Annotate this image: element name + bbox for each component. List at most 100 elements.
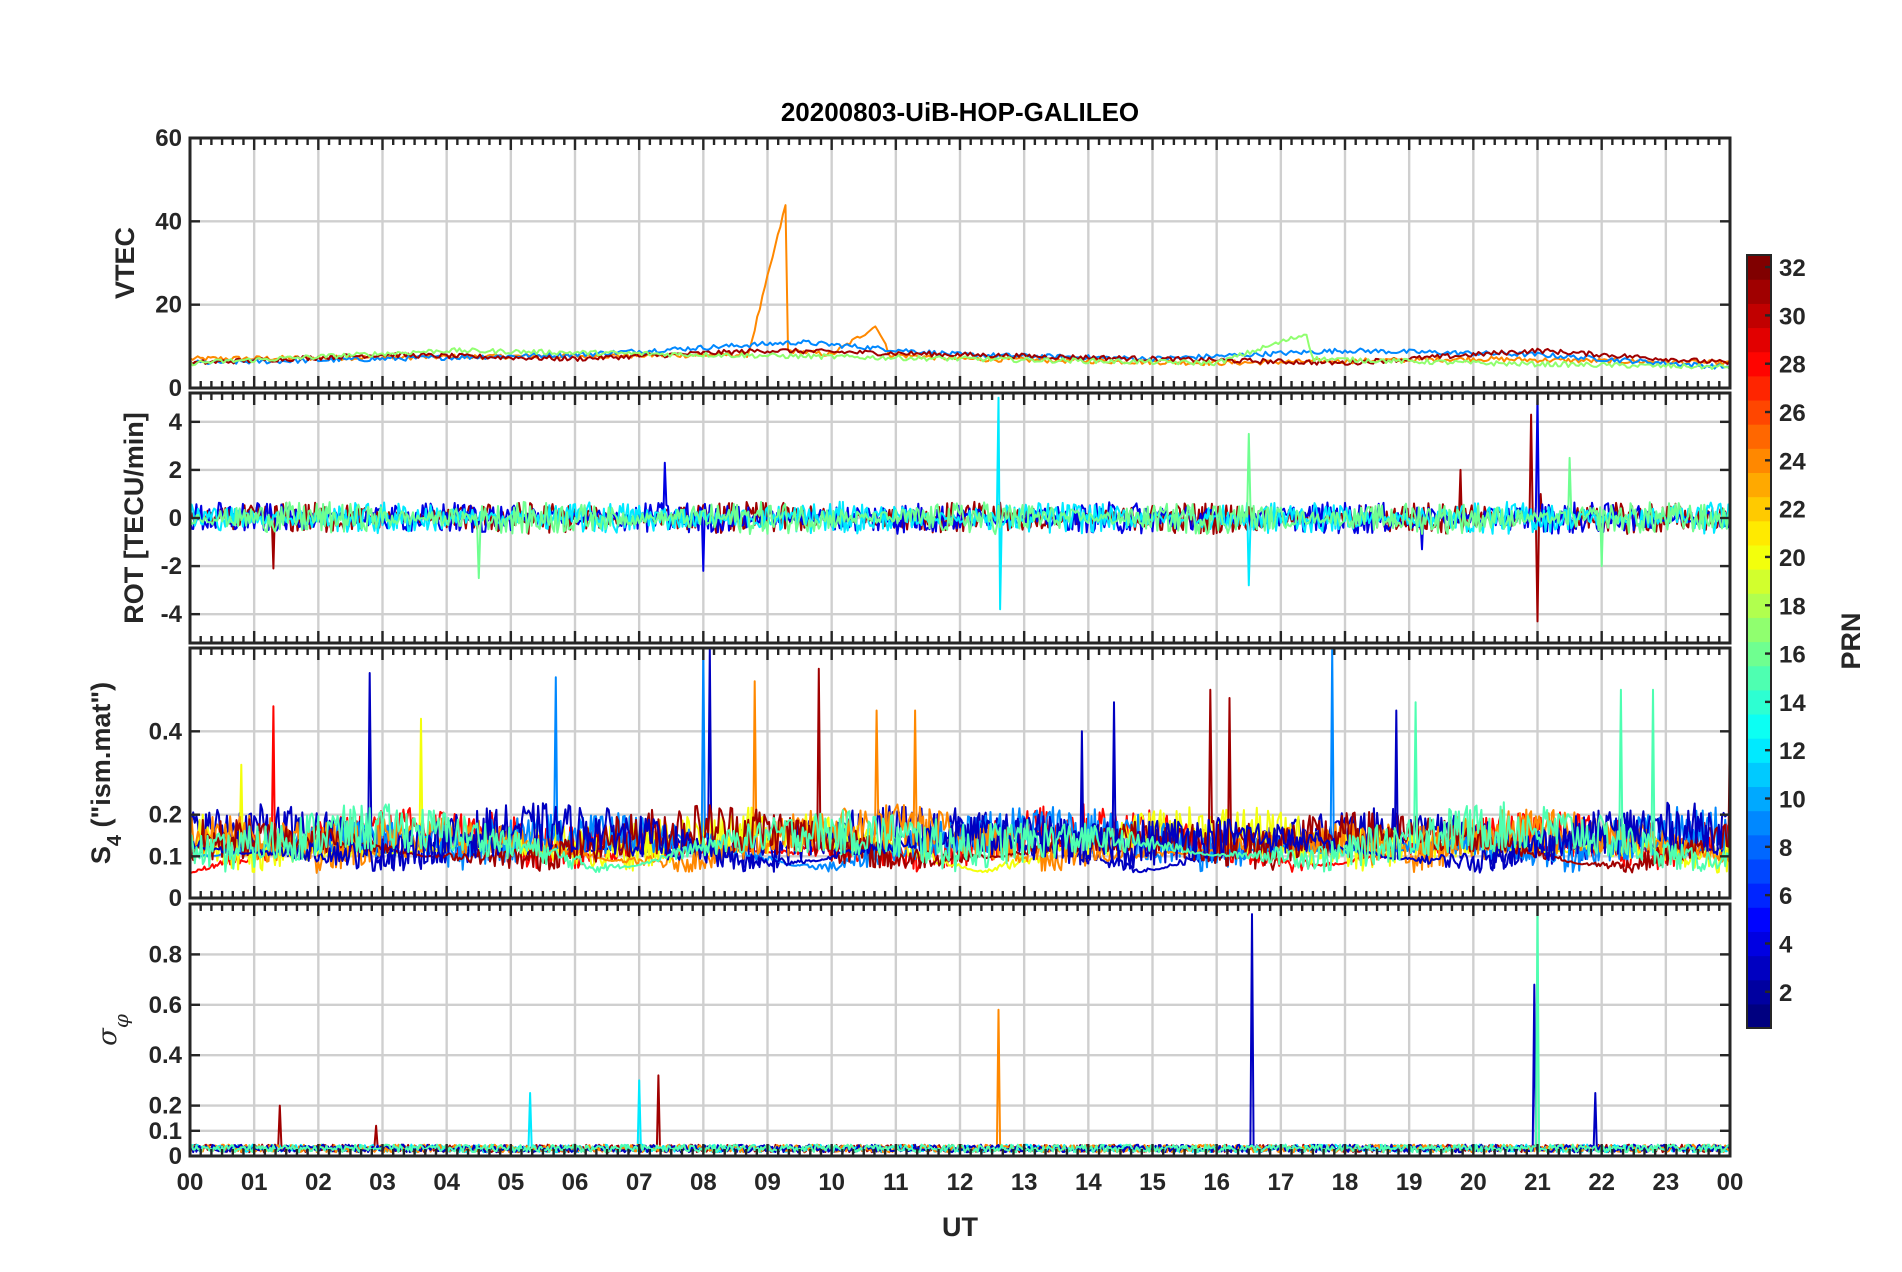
x-tick-label: 09 [754, 1169, 781, 1196]
vtec-traces [190, 204, 1730, 370]
rot-y-tick-label: 0 [169, 505, 182, 532]
figure-title: 20200803-UiB-HOP-GALILEO [781, 97, 1139, 127]
x-tick-label: 19 [1396, 1169, 1423, 1196]
colorbar-band [1747, 375, 1771, 401]
vtec-y-axis-label: VTEC [110, 227, 140, 299]
s4-trace-prn-31 [190, 667, 1730, 874]
s4-y-tick-label: 0 [169, 885, 182, 912]
colorbar-tick-label: 10 [1779, 787, 1806, 814]
sigma-phi-y-axis-label: σφ [93, 1014, 133, 1046]
colorbar-tick-label: 32 [1779, 255, 1806, 282]
colorbar-band [1747, 858, 1771, 884]
x-tick-label: 13 [1011, 1169, 1038, 1196]
colorbar-tick-label: 22 [1779, 497, 1806, 524]
s4-y-tick-label: 0.4 [149, 718, 183, 745]
colorbar-band [1747, 520, 1771, 546]
rot-y-tick-label: -2 [161, 553, 182, 580]
panel-sigma-phi: 00.10.2 0.4 0.6 0.8 σφ [93, 902, 1732, 1170]
s4-trace-prn-15 [190, 688, 1730, 873]
colorbar-band [1747, 472, 1771, 498]
sigma-phi-grid [190, 904, 1730, 1156]
colorbar-band [1747, 762, 1771, 788]
vtec-y-tick-label: 60 [155, 125, 182, 152]
colorbar-band [1747, 1003, 1771, 1029]
x-tick-label: 00 [177, 1169, 204, 1196]
colorbar-band [1747, 955, 1771, 981]
x-tick-label: 02 [305, 1169, 332, 1196]
x-tick-label: 21 [1524, 1169, 1551, 1196]
colorbar-band [1747, 327, 1771, 353]
s4-ticks [188, 648, 1732, 900]
colorbar-tick-label: 20 [1779, 545, 1806, 572]
sigma-phi-y-tick-label: 0.4 [149, 1042, 183, 1069]
x-tick-label: 10 [818, 1169, 845, 1196]
colorbar-tick-label: 30 [1779, 303, 1806, 330]
vtec-trace-prn-9 [190, 339, 1730, 370]
colorbar-band [1747, 665, 1771, 691]
colorbar-tick-label: 18 [1779, 593, 1806, 620]
rot-y-axis-label: ROT [TECU/min] [119, 412, 149, 623]
x-tick-label: 23 [1652, 1169, 1679, 1196]
colorbar-tick-label: 8 [1779, 835, 1792, 862]
x-tick-label: 18 [1332, 1169, 1359, 1196]
x-tick-label: 01 [241, 1169, 268, 1196]
x-tick-label: 05 [497, 1169, 524, 1196]
rot-y-tick-labels: -4 -2 0 2 4 [161, 409, 183, 628]
colorbar-tick-label: 14 [1779, 690, 1806, 717]
sigma-phi-y-tick-label: 0 [169, 1143, 182, 1170]
colorbar-band [1747, 569, 1771, 594]
panel-s4: 0 0.1 0.2 0.4 S4 ("ism.mat") [86, 646, 1732, 912]
sigma-phi-y-tick-label: 0.8 [149, 941, 182, 968]
s4-y-tick-label: 0.2 [149, 802, 182, 829]
s4-y-tick-label: 0.1 [149, 843, 182, 870]
rot-trace-prn-16 [190, 432, 1730, 580]
rot-y-tick-label: 4 [169, 409, 183, 436]
s4-y-axis-label: S4 ("ism.mat") [86, 682, 126, 864]
vtec-y-tick-label: 0 [169, 375, 182, 402]
x-tick-label: 06 [562, 1169, 589, 1196]
vtec-ticks [188, 136, 1732, 390]
x-tick-label: 08 [690, 1169, 717, 1196]
vtec-y-tick-label: 20 [155, 292, 182, 319]
x-tick-label: 03 [369, 1169, 396, 1196]
colorbar-tick-label: 12 [1779, 738, 1806, 765]
sigma-phi-y-tick-label: 0.2 [149, 1093, 182, 1120]
colorbar-tick-label: 2 [1779, 980, 1792, 1007]
colorbar-band [1747, 713, 1771, 739]
vtec-y-tick-labels: 0 20 40 60 [155, 125, 182, 402]
colorbar-tick-label: 26 [1779, 400, 1806, 427]
x-tick-label: 15 [1139, 1169, 1166, 1196]
x-tick-label: 14 [1075, 1169, 1102, 1196]
panel-rot: -4 -2 0 2 4 ROT [TECU/min] [119, 391, 1732, 645]
panel-vtec: 0 20 40 60 VTEC [110, 125, 1732, 402]
colorbar-band [1747, 810, 1771, 836]
vtec-trace-prn-31 [190, 347, 1730, 366]
vtec-grid [190, 138, 1730, 388]
x-tick-label: 04 [433, 1169, 460, 1196]
rot-traces [190, 396, 1730, 623]
rot-y-tick-label: 2 [169, 457, 182, 484]
rot-ticks [188, 393, 1732, 643]
colorbar-bands [1747, 255, 1771, 1029]
x-tick-label: 07 [626, 1169, 653, 1196]
colorbar-tick-label: 16 [1779, 642, 1806, 669]
x-tick-label: 22 [1588, 1169, 1615, 1196]
x-tick-label: 20 [1460, 1169, 1487, 1196]
x-tick-label: 00 [1717, 1169, 1744, 1196]
colorbar-tick-label: 24 [1779, 448, 1806, 475]
colorbar-band [1747, 617, 1771, 643]
x-tick-label: 17 [1267, 1169, 1294, 1196]
x-tick-label: 12 [947, 1169, 974, 1196]
sigma-phi-ticks [188, 904, 1732, 1158]
colorbar-band [1747, 424, 1771, 449]
rot-y-tick-label: -4 [161, 601, 183, 628]
colorbar-frame [1746, 254, 1772, 1029]
vtec-y-tick-label: 40 [155, 208, 182, 235]
x-tick-label: 11 [883, 1169, 908, 1196]
colorbar-tick-label: 4 [1779, 931, 1793, 958]
s4-traces [190, 648, 1730, 874]
colorbar-band [1747, 907, 1771, 932]
